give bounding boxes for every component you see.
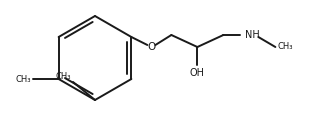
Text: CH₃: CH₃ <box>15 74 31 84</box>
Text: CH₃: CH₃ <box>55 72 71 81</box>
Text: O: O <box>147 42 156 52</box>
Text: NH: NH <box>245 30 260 40</box>
Text: OH: OH <box>190 68 205 78</box>
Text: CH₃: CH₃ <box>277 43 293 51</box>
